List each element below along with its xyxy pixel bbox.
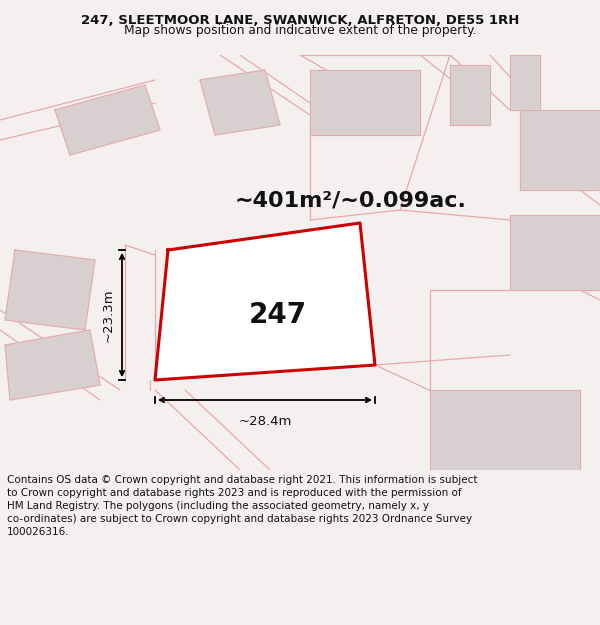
Polygon shape: [430, 390, 580, 470]
Text: ~23.3m: ~23.3m: [102, 288, 115, 342]
Polygon shape: [510, 55, 540, 110]
Polygon shape: [5, 250, 95, 330]
Text: ~401m²/~0.099ac.: ~401m²/~0.099ac.: [235, 190, 467, 210]
Polygon shape: [5, 330, 100, 400]
Text: 247: 247: [249, 301, 307, 329]
Text: ~28.4m: ~28.4m: [238, 415, 292, 428]
Polygon shape: [55, 85, 160, 155]
Polygon shape: [155, 223, 375, 380]
Polygon shape: [510, 215, 600, 290]
Text: Map shows position and indicative extent of the property.: Map shows position and indicative extent…: [124, 24, 476, 38]
Text: Contains OS data © Crown copyright and database right 2021. This information is : Contains OS data © Crown copyright and d…: [7, 474, 478, 538]
Polygon shape: [200, 70, 280, 135]
Polygon shape: [450, 65, 490, 125]
Polygon shape: [310, 70, 420, 135]
Polygon shape: [520, 110, 600, 190]
Text: 247, SLEETMOOR LANE, SWANWICK, ALFRETON, DE55 1RH: 247, SLEETMOOR LANE, SWANWICK, ALFRETON,…: [81, 14, 519, 27]
